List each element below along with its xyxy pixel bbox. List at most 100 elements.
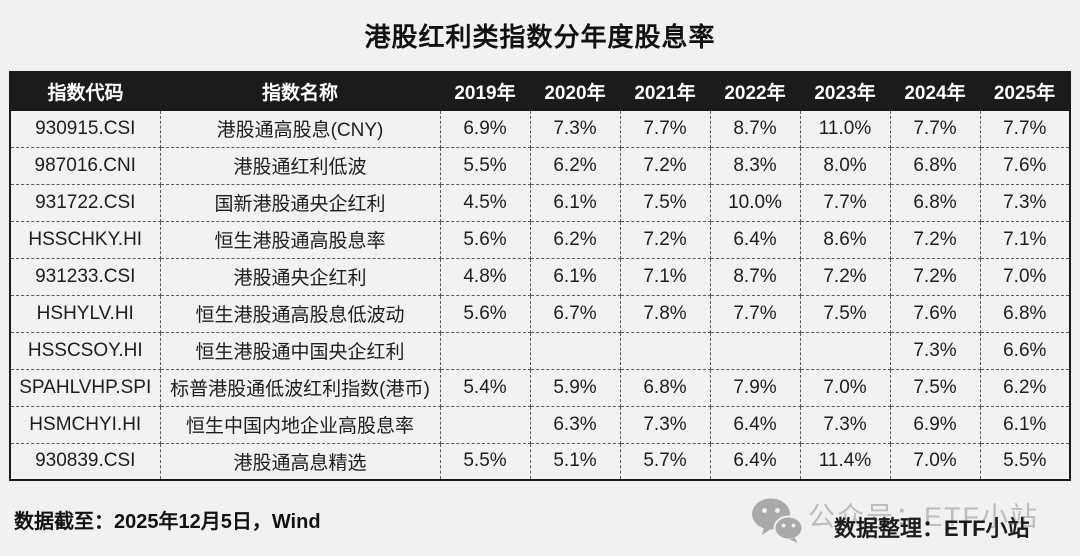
- yield-value-cell: 6.4%: [709, 442, 801, 481]
- yield-value-cell: 6.8%: [889, 146, 981, 185]
- wechat-icon: [752, 498, 804, 543]
- yield-value-cell: 7.5%: [889, 368, 981, 407]
- yield-value-cell: 7.3%: [889, 331, 981, 370]
- header-year-2025: 2025年: [980, 72, 1070, 111]
- yield-value-cell: 5.6%: [439, 294, 531, 333]
- yield-value-cell: 6.9%: [439, 109, 531, 148]
- credit-text: 数据整理：ETF小站: [834, 516, 1030, 541]
- watermark-text: 公众号：ETF小站: [808, 502, 1039, 532]
- index-name-cell: 港股通高股息(CNY): [159, 109, 441, 148]
- yield-value-cell: 7.7%: [799, 183, 891, 222]
- yield-value-cell: 5.6%: [439, 220, 531, 259]
- index-name-cell: 港股通央企红利: [159, 257, 441, 296]
- yield-value-cell: 6.4%: [709, 405, 801, 444]
- header-year-2019: 2019年: [440, 72, 530, 111]
- yield-value-cell: 7.7%: [619, 109, 711, 148]
- index-code-cell: HSHYLV.HI: [9, 294, 161, 333]
- yield-value-cell: 5.9%: [529, 368, 621, 407]
- page-title: 港股红利类指数分年度股息率: [364, 22, 716, 52]
- index-name-cell: 国新港股通央企红利: [159, 183, 441, 222]
- yield-value-cell: 7.0%: [889, 442, 981, 481]
- yield-value-cell: [619, 331, 711, 370]
- footer: 数据截至：2025年12月5日，Wind 公众号：ETF小站 数据整理：ETF小…: [10, 481, 1070, 549]
- index-code-cell: HSMCHYI.HI: [9, 405, 161, 444]
- yield-value-cell: 5.5%: [439, 146, 531, 185]
- yield-value-cell: 5.7%: [619, 442, 711, 481]
- yield-value-cell: 6.1%: [979, 405, 1071, 444]
- yield-value-cell: 7.7%: [889, 109, 981, 148]
- yield-value-cell: 6.2%: [529, 146, 621, 185]
- table-row: 930839.CSI 港股通高息精选 5.5% 5.1% 5.7% 6.4% 11.4% 7.…: [9, 442, 1071, 481]
- yield-value-cell: 6.2%: [529, 220, 621, 259]
- yield-value-cell: 7.3%: [799, 405, 891, 444]
- table-row: HSSCHKY.HI 恒生港股通高股息率 5.6% 6.2% 7.2% 6.4% 8.6% 7…: [9, 220, 1071, 259]
- index-code-cell: 930915.CSI: [9, 109, 161, 148]
- header-year-2021: 2021年: [620, 72, 710, 111]
- index-code-cell: 987016.CNI: [9, 146, 161, 185]
- index-code-cell: 931233.CSI: [9, 257, 161, 296]
- data-cutoff-note: 数据截至：2025年12月5日，Wind: [14, 511, 321, 533]
- header-year-2020: 2020年: [530, 72, 620, 111]
- yield-value-cell: 6.1%: [529, 183, 621, 222]
- yield-value-cell: 7.2%: [619, 146, 711, 185]
- yield-value-cell: 6.1%: [529, 257, 621, 296]
- yield-value-cell: 7.5%: [799, 294, 891, 333]
- yield-value-cell: 11.0%: [799, 109, 891, 148]
- index-name-cell: 恒生港股通中国央企红利: [159, 331, 441, 370]
- yield-value-cell: 5.4%: [439, 368, 531, 407]
- yield-value-cell: 6.9%: [889, 405, 981, 444]
- index-name-cell: 标普港股通低波红利指数(港币): [159, 368, 441, 407]
- table-row: 987016.CNI 港股通红利低波 5.5% 6.2% 7.2% 8.3% 8.0% 6.8…: [9, 146, 1071, 185]
- yield-value-cell: 5.1%: [529, 442, 621, 481]
- credit-area: 公众号：ETF小站 数据整理：ETF小站: [750, 493, 1070, 549]
- yield-value-cell: 8.6%: [799, 220, 891, 259]
- yield-value-cell: [709, 331, 801, 370]
- yield-value-cell: 8.3%: [709, 146, 801, 185]
- yield-value-cell: 8.7%: [709, 257, 801, 296]
- yield-value-cell: 8.7%: [709, 109, 801, 148]
- table-row: HSSCSOY.HI 恒生港股通中国央企红利 7.3% 6.6%: [9, 331, 1071, 370]
- yield-value-cell: 7.1%: [619, 257, 711, 296]
- yield-value-cell: [799, 331, 891, 370]
- yield-value-cell: 7.7%: [709, 294, 801, 333]
- header-year-2024: 2024年: [890, 72, 980, 111]
- yield-value-cell: 7.5%: [619, 183, 711, 222]
- yield-value-cell: 11.4%: [799, 442, 891, 481]
- table-row: 931233.CSI 港股通央企红利 4.8% 6.1% 7.1% 8.7% 7.2% 7.2…: [9, 257, 1071, 296]
- yield-value-cell: 10.0%: [709, 183, 801, 222]
- yield-value-cell: 4.5%: [439, 183, 531, 222]
- yield-value-cell: 5.5%: [439, 442, 531, 481]
- yield-value-cell: 7.1%: [979, 220, 1071, 259]
- yield-value-cell: 7.7%: [979, 109, 1071, 148]
- header-year-2022: 2022年: [710, 72, 800, 111]
- table-row: 931722.CSI 国新港股通央企红利 4.5% 6.1% 7.5% 10.0% 7.7%…: [9, 183, 1071, 222]
- yield-value-cell: 6.8%: [979, 294, 1071, 333]
- header-year-2023: 2023年: [800, 72, 890, 111]
- yield-value-cell: 6.2%: [979, 368, 1071, 407]
- index-name-cell: 恒生港股通高股息低波动: [159, 294, 441, 333]
- yield-value-cell: 6.3%: [529, 405, 621, 444]
- yield-value-cell: 6.4%: [709, 220, 801, 259]
- yield-value-cell: 8.0%: [799, 146, 891, 185]
- yield-value-cell: 7.6%: [979, 146, 1071, 185]
- header-index-code: 指数代码: [10, 72, 160, 111]
- table-row: 930915.CSI 港股通高股息(CNY) 6.9% 7.3% 7.7% 8.7% 11.…: [9, 109, 1071, 148]
- table-header-row: 指数代码 指数名称 2019年 2020年 2021年 2022年 2023年 …: [10, 72, 1070, 111]
- yield-value-cell: [439, 331, 531, 370]
- yield-value-cell: 7.2%: [619, 220, 711, 259]
- index-code-cell: 930839.CSI: [9, 442, 161, 481]
- table-row: HSMCHYI.HI 恒生中国内地企业高股息率 6.3% 7.3% 6.4% 7.3% 6.…: [9, 405, 1071, 444]
- yield-value-cell: 5.5%: [979, 442, 1071, 481]
- yield-value-cell: 6.8%: [619, 368, 711, 407]
- table-row: SPAHLVHP.SPI 标普港股通低波红利指数(港币) 5.4% 5.9% 6.8% 7…: [9, 368, 1071, 407]
- yield-value-cell: 7.2%: [889, 257, 981, 296]
- yield-value-cell: 4.8%: [439, 257, 531, 296]
- index-name-cell: 恒生中国内地企业高股息率: [159, 405, 441, 444]
- index-name-cell: 港股通高息精选: [159, 442, 441, 481]
- index-name-cell: 港股通红利低波: [159, 146, 441, 185]
- index-name-cell: 恒生港股通高股息率: [159, 220, 441, 259]
- yield-value-cell: 6.7%: [529, 294, 621, 333]
- header-index-name: 指数名称: [160, 72, 440, 111]
- yield-value-cell: 7.9%: [709, 368, 801, 407]
